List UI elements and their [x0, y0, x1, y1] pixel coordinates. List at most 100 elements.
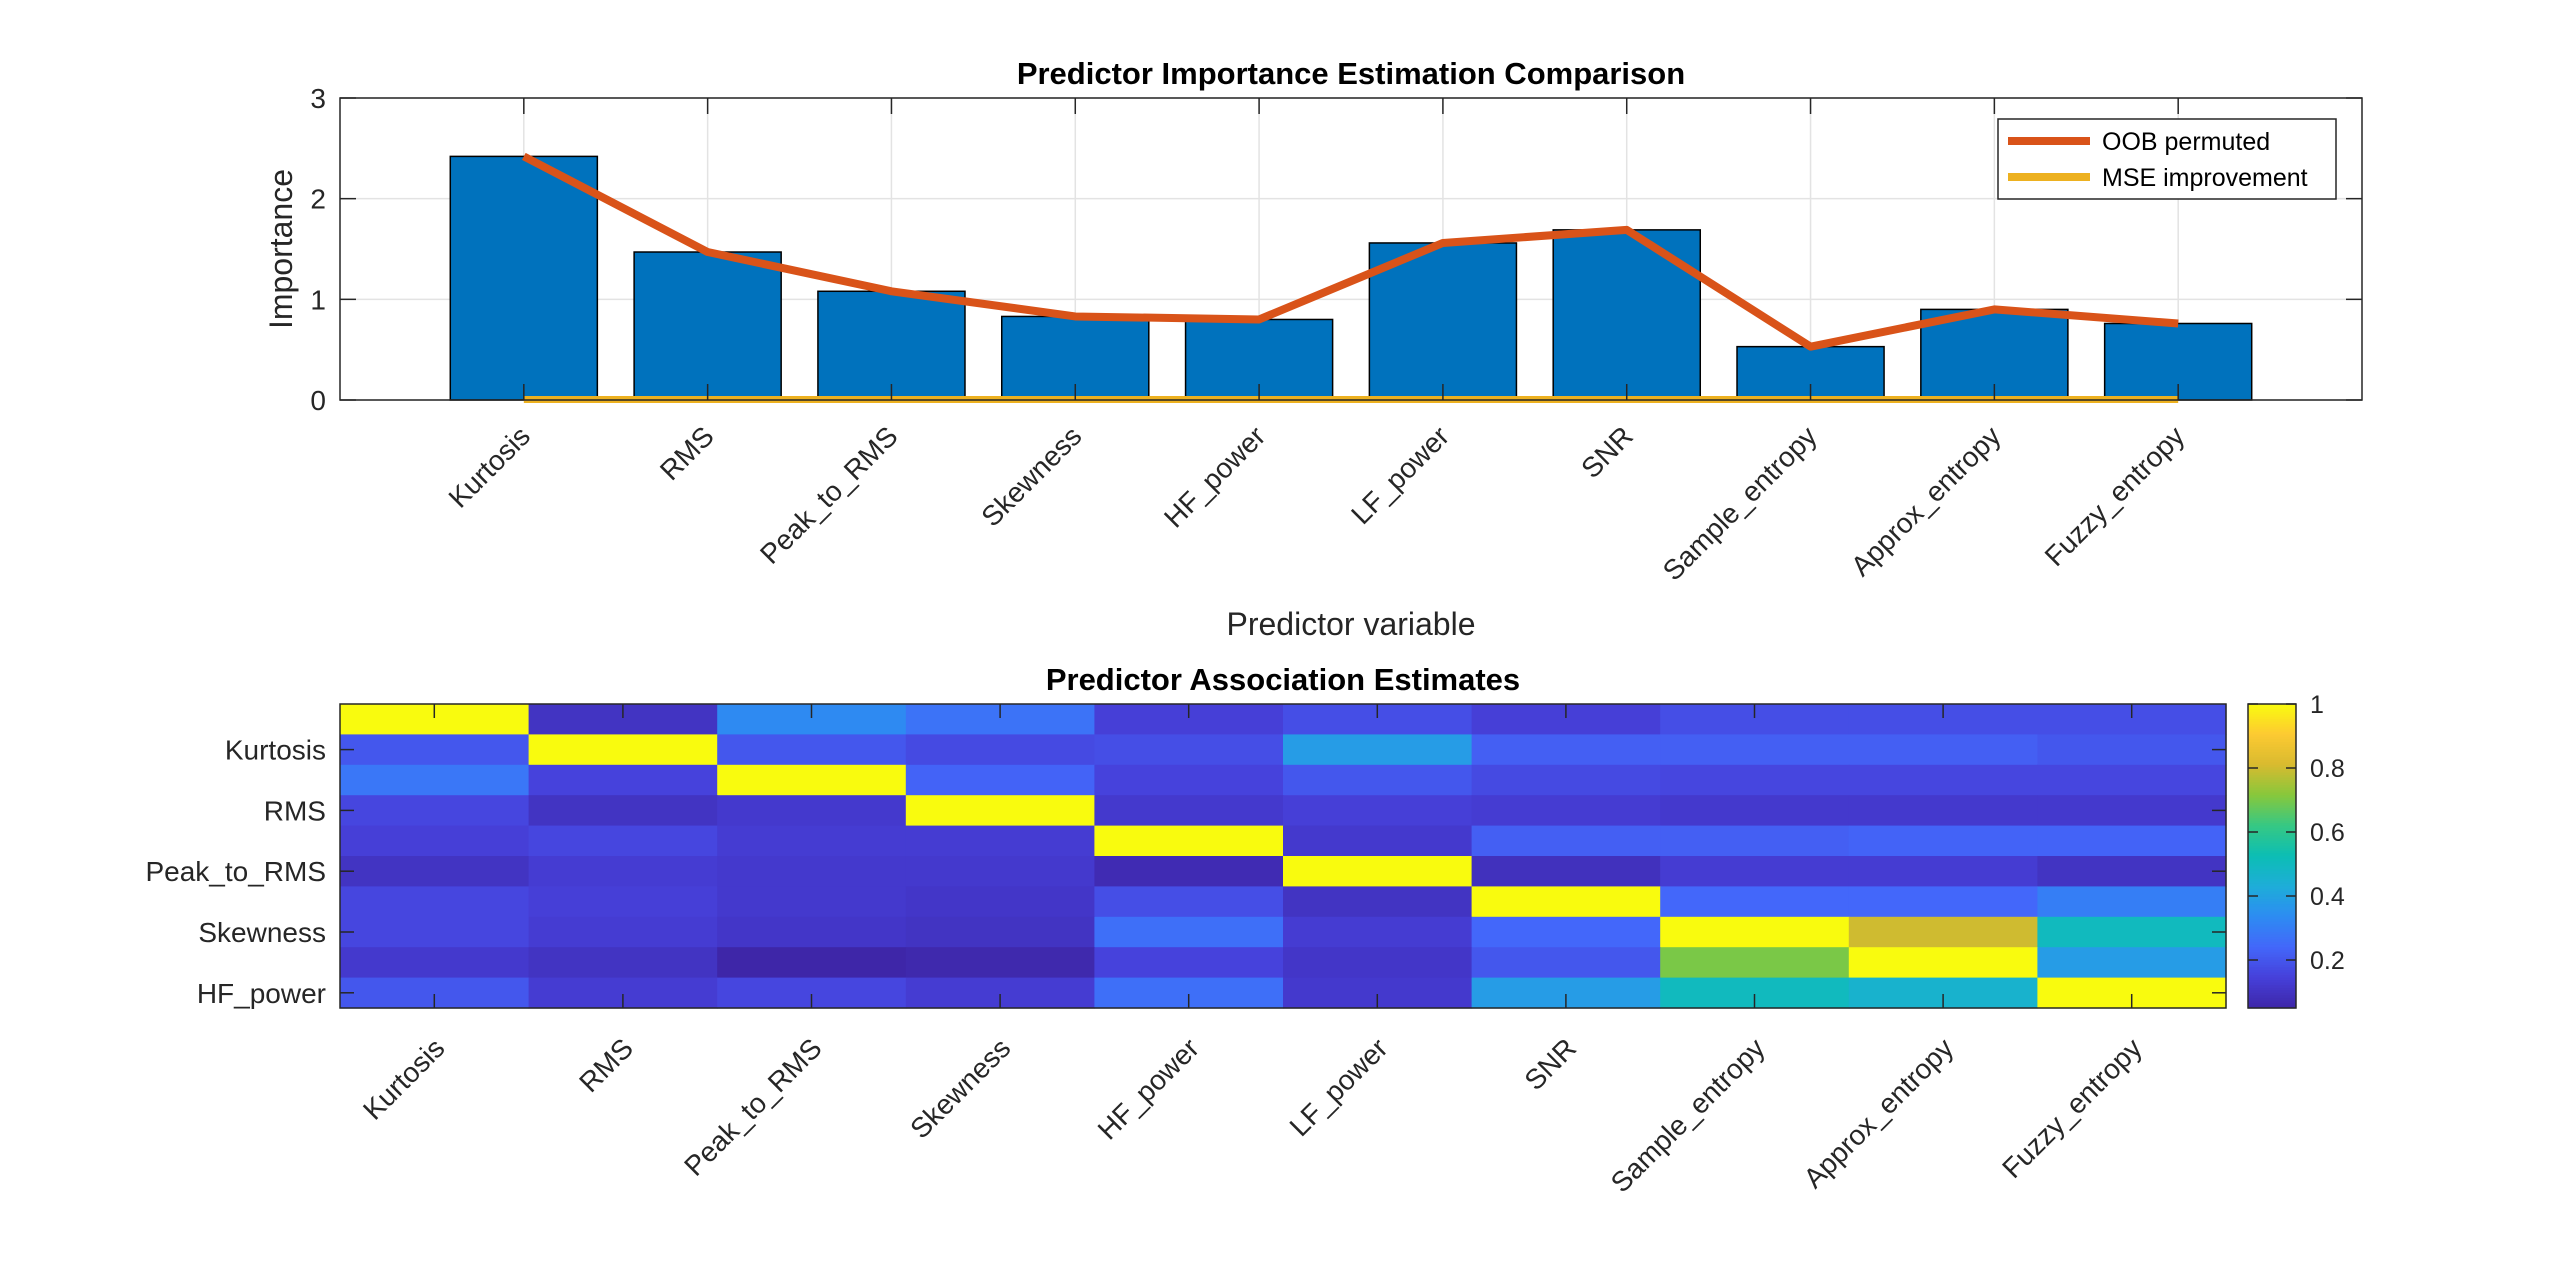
heatmap-y-tick-label: Kurtosis: [225, 735, 326, 766]
colorbar-segment: [2248, 818, 2296, 822]
colorbar-segment: [2248, 873, 2296, 877]
colorbar-segment: [2248, 899, 2296, 903]
colorbar-segment: [2248, 881, 2296, 885]
heatmap-cell: [2037, 825, 2227, 857]
colorbar-segment: [2248, 759, 2296, 763]
colorbar-tick-label: 0.8: [2310, 755, 2345, 783]
heatmap-cell: [1094, 764, 1284, 796]
heatmap-cell: [1283, 734, 1473, 766]
colorbar-segment: [2248, 929, 2296, 933]
heatmap-cell: [1471, 947, 1661, 979]
colorbar-segment: [2248, 774, 2296, 779]
colorbar: 0.2 0.4 0.6 0.8 1: [2247, 691, 2345, 1009]
heatmap-cell: [1848, 947, 2038, 979]
heatmap-cell: [1094, 795, 1284, 827]
colorbar-segment: [2248, 1005, 2296, 1009]
colorbar-segment: [2248, 888, 2296, 893]
colorbar-segment: [2248, 782, 2296, 786]
heatmap-y-tick-label: Skewness: [198, 917, 326, 948]
colorbar-segment: [2248, 967, 2296, 971]
colorbar-segment: [2248, 982, 2296, 986]
colorbar-segment: [2248, 871, 2296, 875]
colorbar-segment: [2248, 785, 2296, 789]
colorbar-segment: [2248, 840, 2296, 844]
colorbar-segment: [2248, 980, 2296, 984]
colorbar-segment: [2248, 997, 2296, 1001]
colorbar-segment: [2248, 845, 2296, 849]
colorbar-segment: [2248, 962, 2296, 966]
colorbar-segment: [2248, 716, 2296, 720]
heatmap-cell: [1094, 886, 1284, 918]
colorbar-segment: [2248, 787, 2296, 791]
colorbar-segment: [2248, 992, 2296, 996]
heatmap-cell: [2037, 734, 2227, 766]
colorbar-segment: [2248, 858, 2296, 862]
colorbar-segment: [2248, 911, 2296, 915]
colorbar-segment: [2248, 802, 2296, 806]
colorbar-segment: [2248, 772, 2296, 776]
heatmap-cell: [2037, 886, 2227, 918]
colorbar-segment: [2248, 959, 2296, 963]
colorbar-segment: [2248, 954, 2296, 958]
heatmap-cell: [717, 734, 907, 766]
colorbar-segment: [2248, 704, 2296, 708]
colorbar-segment: [2248, 886, 2296, 890]
y-tick-label: 0: [310, 385, 326, 416]
y-tick-label: 1: [310, 284, 326, 315]
heatmap-cell: [717, 795, 907, 827]
colorbar-segment: [2248, 792, 2296, 796]
heatmap-y-tick-label: Peak_to_RMS: [145, 856, 326, 887]
bar-kurtosis: [449, 155, 599, 401]
colorbar-segment: [2248, 823, 2296, 827]
colorbar-segment: [2248, 815, 2296, 819]
colorbar-segment: [2248, 706, 2296, 710]
heatmap-cell: [340, 856, 530, 887]
colorbar-segment: [2248, 1000, 2296, 1004]
heatmap-cell: [528, 886, 718, 918]
colorbar-segment: [2248, 964, 2296, 969]
heatmap-cell: [1471, 886, 1661, 918]
heatmap-cell: [2037, 856, 2227, 887]
colorbar-segment: [2248, 797, 2296, 801]
y-tick-label: 2: [310, 184, 326, 215]
heatmap-cell: [1471, 856, 1661, 887]
colorbar-segment: [2248, 838, 2296, 842]
bar-peak-to-rms: [817, 290, 966, 401]
heatmap-cell: [1094, 916, 1284, 948]
heatmap-cell: [528, 795, 718, 827]
colorbar-segment: [2248, 896, 2296, 900]
heatmap-cell: [717, 916, 907, 948]
colorbar-segment: [2248, 830, 2296, 834]
colorbar-segment: [2248, 861, 2296, 865]
colorbar-tick-label: 1: [2310, 691, 2324, 719]
colorbar-segment: [2248, 835, 2296, 839]
heatmap-cell: [1471, 795, 1661, 827]
heatmap-y-tick-label: HF_power: [197, 978, 326, 1009]
heatmap-cell: [1848, 795, 2038, 827]
heatmap-y-tick-label: RMS: [264, 795, 326, 826]
heatmap-cell: [1848, 764, 2038, 796]
colorbar-segment: [2248, 742, 2296, 746]
colorbar-segment: [2248, 987, 2296, 991]
heatmap-cell: [1283, 916, 1473, 948]
line-oob-permuted: [521, 152, 2179, 351]
heatmap-cell: [717, 947, 907, 979]
heatmap-cell: [1660, 947, 1850, 979]
colorbar-segment: [2248, 719, 2296, 723]
colorbar-segment: [2248, 901, 2296, 905]
heatmap-cell: [1283, 825, 1473, 857]
colorbar-segment: [2248, 957, 2296, 961]
colorbar-tick-label: 0.6: [2310, 819, 2345, 847]
importance-y-ticks: 0 1 2 3: [310, 83, 2362, 416]
legend: OOB permuted MSE improvement: [1997, 118, 2337, 200]
colorbar-segment: [2248, 739, 2296, 743]
heatmap-cell: [905, 795, 1095, 827]
legend-label-mse: MSE improvement: [2102, 164, 2308, 192]
heatmap-cell: [1283, 764, 1473, 796]
colorbar-segment: [2248, 820, 2296, 824]
heatmap-cell: [1848, 886, 2038, 918]
heatmap-cell: [1283, 795, 1473, 827]
heatmap-ticks: [340, 704, 2226, 1008]
colorbar-segment: [2248, 805, 2296, 809]
